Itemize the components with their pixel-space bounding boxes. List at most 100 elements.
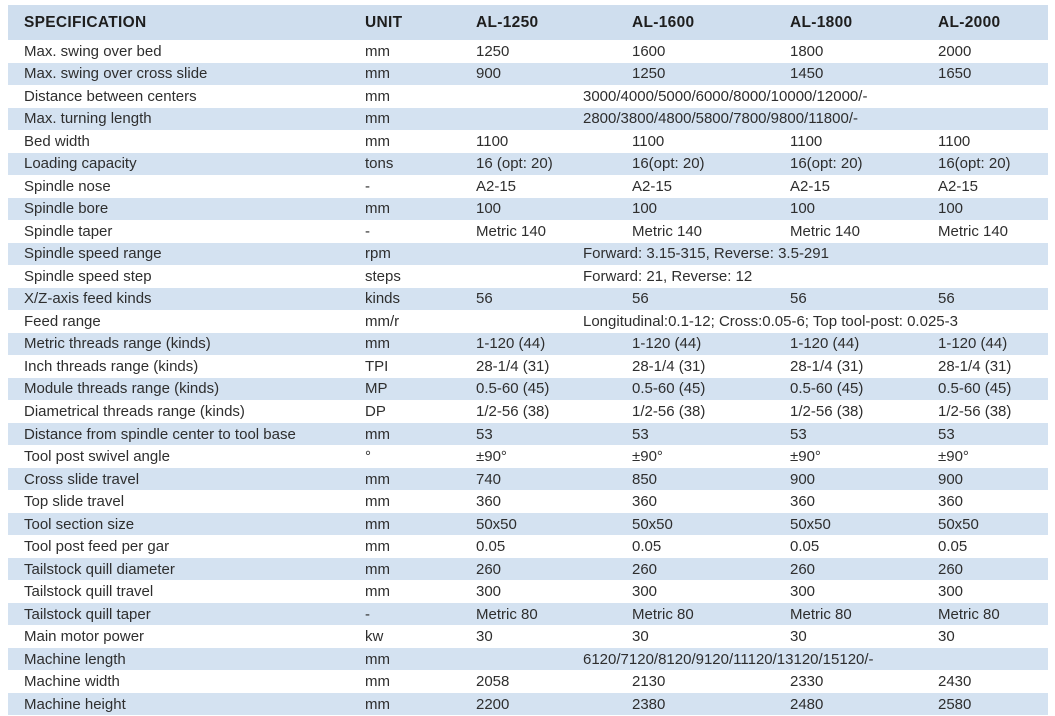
- value-al-1800: 30: [790, 629, 807, 645]
- spec-label: Module threads range (kinds): [24, 381, 220, 397]
- merged-value: Forward: 21, Reverse: 12: [583, 268, 753, 284]
- spec-label: Diametrical threads range (kinds): [24, 404, 245, 419]
- table-row: Tailstock quill diameter mm 260 260 260 260: [8, 557, 1048, 581]
- column-header-specification: SPECIFICATION: [24, 14, 147, 31]
- value-al-1250: 360: [476, 494, 502, 510]
- table-row: Max. swing over cross slide mm 900 1250 1450…: [8, 62, 1048, 86]
- value-al-2000: 1-120 (44): [938, 336, 1008, 352]
- spec-table: SPECIFICATION UNIT AL-1250 AL-1600 AL-1800 AL…: [8, 5, 1048, 716]
- spec-label: Loading capacity: [24, 156, 137, 172]
- unit-label: mm: [365, 516, 390, 532]
- spec-label: Top slide travel: [24, 494, 125, 510]
- unit-label: -: [365, 223, 370, 239]
- value-al-2000: 16(opt: 20): [938, 156, 1011, 172]
- value-al-1250: 1/2-56 (38): [476, 404, 550, 419]
- table-row: Tool post swivel angle ° ±90° ±90° ±90° ±90°: [8, 445, 1048, 468]
- value-al-2000: ±90°: [938, 449, 969, 465]
- value-al-1600: 30: [632, 629, 649, 645]
- spec-label: Metric threads range (kinds): [24, 336, 211, 352]
- unit-label: mm: [365, 111, 390, 127]
- table-row: Metric threads range (kinds) mm 1-120 (44)…: [8, 332, 1048, 356]
- value-al-1250: 53: [476, 426, 493, 442]
- value-al-1600: Metric 140: [632, 223, 703, 239]
- value-al-1600: 1/2-56 (38): [632, 404, 706, 419]
- value-al-1800: 1/2-56 (38): [790, 404, 864, 419]
- spec-label: Tailstock quill travel: [24, 584, 154, 600]
- value-al-1250: ±90°: [476, 449, 507, 465]
- table-row: Bed width mm 1100 1100 1100 1100: [8, 130, 1048, 153]
- value-al-1800: A2-15: [790, 178, 831, 194]
- value-al-1250: 56: [476, 291, 493, 307]
- value-al-1800: 260: [790, 561, 816, 577]
- value-al-1250: Metric 80: [476, 606, 538, 622]
- value-al-2000: 900: [938, 471, 964, 487]
- value-al-1800: ±90°: [790, 449, 821, 465]
- value-al-2000: 1650: [938, 66, 972, 82]
- unit-label: mm: [365, 471, 390, 487]
- value-al-1800: 2330: [790, 674, 824, 690]
- value-al-1600: 53: [632, 426, 649, 442]
- value-al-2000: 1100: [938, 133, 971, 149]
- value-al-1250: 260: [476, 561, 502, 577]
- spec-label: Distance from spindle center to tool bas…: [24, 426, 296, 442]
- spec-label: Tailstock quill taper: [24, 606, 151, 622]
- table-row: Tailstock quill taper - Metric 80 Metric 80…: [8, 602, 1048, 626]
- unit-label: mm: [365, 43, 390, 59]
- merged-value: 6120/7120/8120/9120/11120/13120/15120/-: [583, 651, 874, 667]
- value-al-1800: 100: [790, 201, 816, 217]
- spec-label: Max. swing over cross slide: [24, 66, 208, 82]
- spec-label: Spindle speed step: [24, 268, 152, 284]
- unit-label: TPI: [365, 358, 389, 374]
- value-al-1800: 50x50: [790, 516, 831, 532]
- table-row: Max. turning length mm 2800/3800/4800/5800…: [8, 107, 1048, 131]
- value-al-1250: 300: [476, 584, 502, 600]
- value-al-2000: 300: [938, 584, 964, 600]
- value-al-1800: 16(opt: 20): [790, 156, 863, 172]
- unit-label: °: [365, 449, 371, 465]
- unit-label: -: [365, 178, 370, 194]
- value-al-1600: 2130: [632, 674, 666, 690]
- table-row: Machine height mm 2200 2380 2480 2580: [8, 692, 1048, 716]
- value-al-2000: 0.5-60 (45): [938, 381, 1012, 397]
- value-al-1800: 28-1/4 (31): [790, 358, 864, 374]
- value-al-1250: 2058: [476, 674, 510, 690]
- unit-label: MP: [365, 381, 388, 397]
- table-header-row: SPECIFICATION UNIT AL-1250 AL-1600 AL-1800 AL…: [8, 5, 1048, 40]
- unit-label: kw: [365, 629, 384, 645]
- value-al-2000: Metric 140: [938, 223, 1009, 239]
- value-al-1250: 740: [476, 471, 502, 487]
- value-al-1250: 900: [476, 66, 502, 82]
- value-al-1800: 1-120 (44): [790, 336, 860, 352]
- spec-label: Feed range: [24, 313, 101, 329]
- value-al-1800: 1100: [790, 133, 823, 149]
- spec-label: Machine height: [24, 696, 126, 712]
- value-al-2000: 28-1/4 (31): [938, 358, 1012, 374]
- column-header-al-1600: AL-1600: [632, 14, 695, 31]
- value-al-1800: 300: [790, 584, 816, 600]
- table-row: Diametrical threads range (kinds) DP 1/2-5…: [8, 400, 1048, 423]
- value-al-1600: 1100: [632, 133, 665, 149]
- spec-label: Cross slide travel: [24, 471, 140, 487]
- value-al-2000: 2000: [938, 43, 972, 59]
- value-al-1600: 28-1/4 (31): [632, 358, 706, 374]
- table-row: Cross slide travel mm 740 850 900 900: [8, 467, 1048, 491]
- unit-label: mm/r: [365, 313, 400, 329]
- value-al-1600: ±90°: [632, 449, 663, 465]
- unit-label: mm: [365, 584, 390, 600]
- value-al-1800: 0.05: [790, 539, 820, 555]
- value-al-1600: 1-120 (44): [632, 336, 702, 352]
- spec-label: Main motor power: [24, 629, 145, 645]
- value-al-2000: A2-15: [938, 178, 979, 194]
- table-row: Module threads range (kinds) MP 0.5-60 (45…: [8, 377, 1048, 401]
- value-al-1250: A2-15: [476, 178, 517, 194]
- spec-label: Max. swing over bed: [24, 43, 162, 59]
- value-al-1250: 1250: [476, 43, 510, 59]
- value-al-2000: 0.05: [938, 539, 968, 555]
- table-row: Feed range mm/r Longitudinal:0.1-12; Cross…: [8, 310, 1048, 333]
- value-al-1600: 2380: [632, 696, 666, 712]
- spec-label: Machine length: [24, 651, 126, 667]
- unit-label: mm: [365, 674, 390, 690]
- spec-label: Tailstock quill diameter: [24, 561, 175, 577]
- value-al-1800: 1800: [790, 43, 824, 59]
- unit-label: steps: [365, 268, 401, 284]
